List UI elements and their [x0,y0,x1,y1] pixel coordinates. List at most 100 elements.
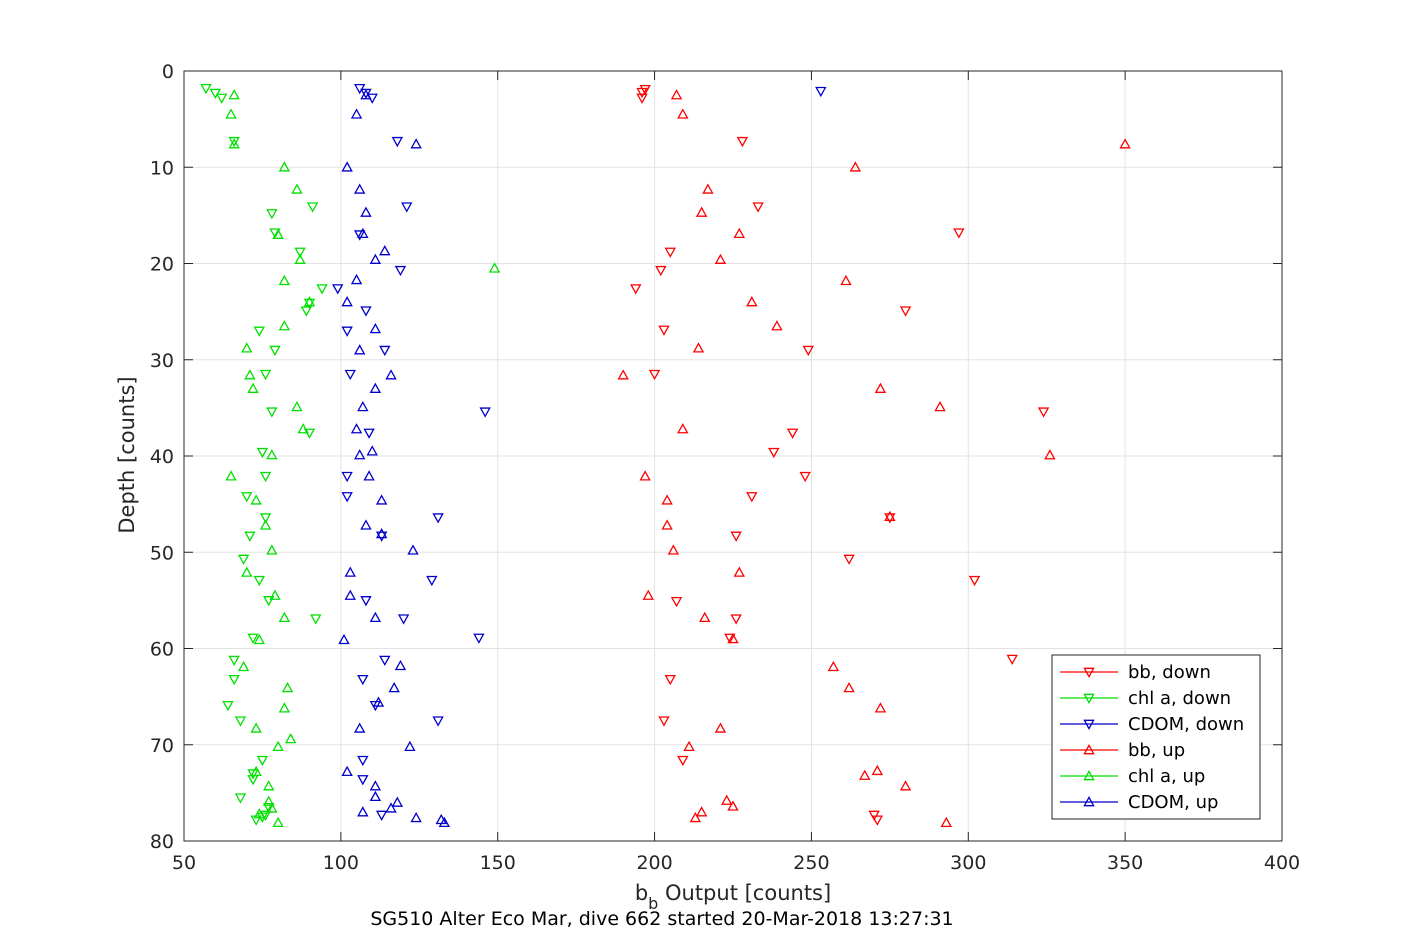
data-point [639,84,651,96]
data-point [278,702,291,713]
x-tick-label: 100 [323,852,359,874]
data-point [284,733,297,744]
data-point [432,513,444,524]
data-point [344,369,356,381]
data-point [843,682,855,693]
data-point [859,769,871,780]
data-point [303,298,316,309]
data-point [727,632,739,644]
data-point [799,471,811,483]
data-point [375,531,388,542]
data-markers [200,83,1131,828]
data-point [250,722,262,733]
data-point [438,816,451,828]
data-point [369,780,382,791]
data-point [670,89,683,100]
legend-entry: CDOM, up [1060,792,1218,813]
data-point [727,800,739,811]
data-point [266,544,278,555]
series-0 [630,84,1050,826]
data-point [278,320,291,331]
data-point [714,253,727,264]
data-point [1037,407,1050,418]
data-point [642,589,655,600]
legend-label: CDOM, up [1128,792,1218,813]
legend-label: bb, up [1128,740,1185,761]
series-4 [225,89,501,828]
data-point [225,108,237,119]
data-point [256,447,269,459]
data-point [714,722,727,733]
x-axis-ticks: 50 100 150 200 250 300 350 400 [172,71,1300,874]
data-point [357,755,369,767]
data-point [253,633,265,645]
data-point [228,138,240,149]
figure-caption: SG510 Alter Eco Mar, dive 662 started 20… [370,908,953,930]
data-point [379,245,391,256]
data-point [250,765,262,777]
legend-entry: bb, up [1060,740,1185,761]
data-point [1119,138,1131,149]
series-1 [200,83,328,826]
data-point [746,492,758,503]
data-point [353,344,366,355]
data-point [721,794,733,805]
data-point [410,138,422,149]
data-point [670,597,683,608]
data-point [1044,449,1056,460]
data-point [262,795,275,806]
x-axis-label: bb Output [counts] [635,881,831,913]
y-tick-label: 0 [162,61,174,83]
data-point [884,510,896,521]
data-point [228,674,240,686]
data-point [730,531,742,542]
y-tick-label: 50 [150,542,174,564]
data-point [269,345,281,357]
data-point [871,815,884,826]
legend-label: bb, down [1128,662,1211,683]
data-point [379,345,391,357]
data-point [244,369,256,380]
data-point [473,633,485,644]
data-point [344,589,356,600]
data-point [341,471,353,483]
data-point [636,93,648,104]
data-point [391,796,404,807]
data-point [375,810,388,821]
data-point [953,228,965,239]
legend-items: bb, down chl a, down CDOM, down bb, up chl a… [1060,662,1244,813]
x-tick-label: 400 [1264,852,1300,874]
data-point [404,740,416,752]
data-point [241,492,253,503]
data-point [209,88,222,100]
data-point [256,755,269,767]
data-point [272,228,284,239]
data-point [237,660,250,672]
data-point [310,614,322,625]
data-point [639,470,651,481]
data-point [874,702,887,713]
data-point [234,793,247,804]
y-tick-label: 40 [150,446,174,468]
data-point [247,633,259,644]
series-3 [617,89,1131,828]
data-point [385,369,397,380]
data-point [241,566,253,577]
legend-box [1051,654,1261,820]
data-point [746,296,758,307]
legend-entry: bb, down [1060,662,1211,683]
data-point [394,265,407,277]
y-tick-label: 60 [150,639,174,661]
data-point [306,202,319,213]
y-tick-label: 20 [150,254,174,276]
data-point [222,700,234,712]
data-point [375,528,388,539]
data-point [636,87,648,99]
data-point [736,136,749,148]
data-point [357,674,369,686]
data-point [350,423,363,434]
data-point [802,345,814,357]
legend-marker [1083,796,1095,807]
data-point [360,206,372,217]
